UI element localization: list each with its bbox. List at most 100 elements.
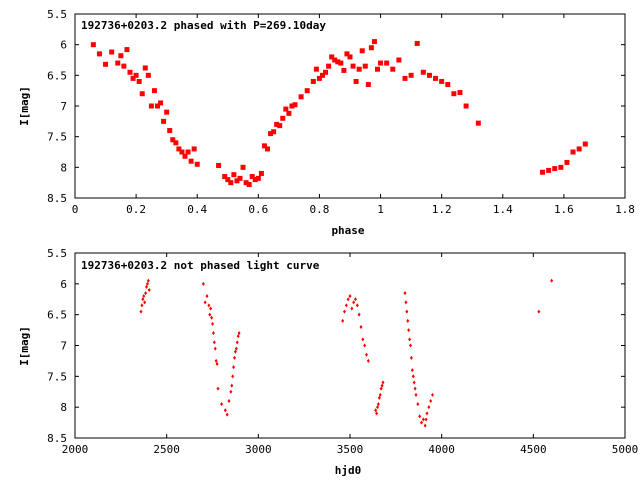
data-point bbox=[463, 103, 469, 109]
data-point bbox=[292, 102, 298, 108]
data-point bbox=[222, 174, 228, 180]
x-tick-label: 4500 bbox=[520, 443, 547, 456]
data-point bbox=[234, 178, 240, 184]
data-point bbox=[540, 169, 545, 175]
data-point bbox=[552, 166, 558, 172]
data-point bbox=[188, 158, 194, 164]
data-point bbox=[344, 303, 348, 308]
data-point bbox=[139, 91, 145, 97]
x-tick-label: 0.2 bbox=[126, 203, 146, 216]
data-point bbox=[445, 82, 451, 88]
data-point bbox=[176, 146, 182, 152]
data-point bbox=[237, 331, 241, 336]
data-point bbox=[550, 278, 554, 283]
data-point bbox=[310, 78, 316, 84]
data-point bbox=[570, 149, 576, 155]
data-point bbox=[410, 368, 414, 373]
data-point bbox=[341, 318, 345, 323]
data-point bbox=[431, 392, 434, 397]
data-point bbox=[139, 309, 143, 314]
data-point bbox=[341, 67, 347, 73]
data-point bbox=[365, 82, 371, 88]
data-point bbox=[209, 306, 213, 311]
data-point bbox=[237, 175, 243, 181]
data-point bbox=[429, 399, 433, 403]
data-point bbox=[424, 417, 428, 422]
data-point bbox=[151, 88, 157, 94]
data-point bbox=[145, 284, 148, 289]
x-tick-label: 1.8 bbox=[615, 203, 635, 216]
x-tick-label: 3500 bbox=[337, 443, 364, 456]
data-point bbox=[576, 146, 582, 152]
data-point bbox=[420, 69, 426, 75]
x-tick-label: 0.6 bbox=[248, 203, 268, 216]
data-point bbox=[280, 115, 286, 121]
chart-title: 192736+0203.2 not phased light curve bbox=[81, 259, 320, 272]
data-point bbox=[249, 174, 255, 180]
x-axis-label: hjd0 bbox=[335, 464, 362, 477]
data-point bbox=[109, 49, 115, 55]
data-point bbox=[396, 57, 402, 63]
data-point bbox=[343, 309, 346, 314]
data-point bbox=[230, 383, 234, 388]
data-point bbox=[558, 164, 564, 170]
x-tick-label: 0.4 bbox=[187, 203, 207, 216]
data-point bbox=[255, 175, 261, 181]
data-point bbox=[211, 331, 215, 336]
y-tick-label: 8 bbox=[60, 401, 67, 414]
data-point bbox=[313, 66, 319, 72]
y-axis-label: I[mag] bbox=[18, 326, 31, 366]
data-point bbox=[229, 389, 233, 394]
data-point bbox=[144, 291, 148, 296]
data-point bbox=[357, 312, 361, 317]
x-tick-label: 1 bbox=[377, 203, 384, 216]
data-point bbox=[409, 343, 412, 348]
data-point bbox=[408, 72, 414, 78]
data-point bbox=[216, 162, 222, 168]
data-point bbox=[359, 48, 365, 54]
data-point bbox=[304, 88, 310, 94]
data-point bbox=[350, 63, 356, 69]
data-point bbox=[439, 78, 445, 84]
data-point bbox=[365, 352, 368, 357]
data-point bbox=[354, 297, 357, 302]
data-point bbox=[375, 66, 380, 72]
data-point bbox=[252, 177, 258, 183]
data-point bbox=[362, 63, 368, 69]
data-point bbox=[381, 380, 385, 385]
data-point bbox=[274, 121, 280, 127]
data-point bbox=[426, 72, 432, 78]
y-tick-label: 6.5 bbox=[47, 69, 67, 82]
data-point bbox=[537, 309, 541, 314]
data-point bbox=[406, 318, 410, 323]
data-point bbox=[421, 417, 425, 422]
data-point bbox=[375, 411, 379, 416]
data-point bbox=[185, 149, 191, 155]
data-point bbox=[215, 362, 219, 366]
data-point bbox=[124, 47, 130, 53]
y-tick-label: 8.5 bbox=[47, 192, 67, 205]
x-tick-label: 2500 bbox=[153, 443, 180, 456]
data-point bbox=[414, 40, 420, 46]
data-point bbox=[376, 402, 380, 407]
data-point bbox=[376, 405, 379, 410]
data-point bbox=[143, 300, 147, 305]
y-tick-label: 6 bbox=[60, 39, 67, 52]
data-point bbox=[213, 346, 217, 351]
data-point bbox=[231, 172, 237, 178]
data-point bbox=[289, 103, 295, 109]
axis-ticks: 2000 2500 3000 3500 4000 4500 5000 5.5 6 6.5 7 7.5 8… bbox=[47, 247, 638, 456]
data-point bbox=[352, 300, 356, 305]
data-point bbox=[359, 325, 363, 329]
phased-light-curve-panel: 192736+0203.2 phased with P=269.10day ph… bbox=[18, 8, 635, 237]
data-point bbox=[234, 346, 238, 351]
data-point bbox=[214, 358, 218, 363]
data-point bbox=[407, 328, 411, 333]
data-point bbox=[420, 420, 423, 425]
data-point bbox=[246, 182, 252, 188]
data-point bbox=[235, 340, 239, 345]
data-point bbox=[148, 103, 154, 109]
x-tick-label: 1.2 bbox=[432, 203, 452, 216]
data-point bbox=[408, 337, 412, 342]
data-point bbox=[142, 65, 148, 71]
